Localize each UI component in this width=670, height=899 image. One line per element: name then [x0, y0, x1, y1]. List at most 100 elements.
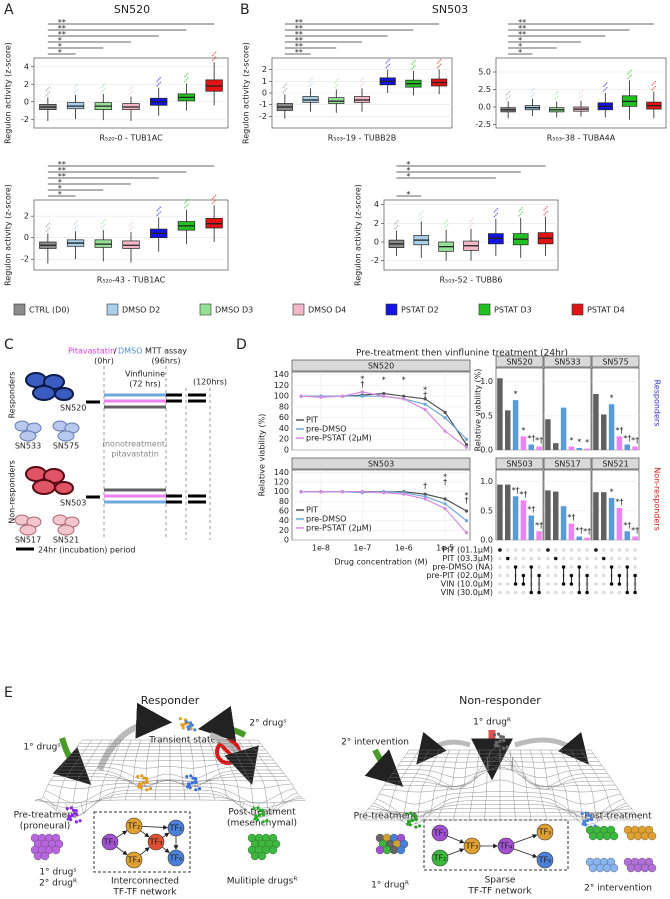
sig-label: ** [518, 18, 526, 27]
panel-name: SN517 [554, 460, 580, 469]
outlier [157, 208, 160, 210]
network-label: Interconnected [111, 877, 179, 887]
cell [408, 823, 412, 827]
outlier [386, 60, 389, 63]
bar [624, 444, 630, 450]
outlier [282, 86, 285, 89]
tf-edge [116, 830, 128, 838]
cell [640, 831, 650, 841]
period-label: 24hr (incubation) period [38, 546, 135, 555]
cell [502, 739, 506, 743]
outlier [185, 74, 188, 76]
tf-edge [139, 847, 150, 856]
legend-swatch [478, 303, 491, 316]
x-axis-label: R₅₀₃-38 - TUBA4A [547, 134, 616, 143]
tf-label: TF₆ [169, 854, 183, 863]
cell [258, 808, 262, 812]
cell [382, 845, 392, 855]
matrix-row-label: VIN (10.0μM) [441, 580, 493, 589]
time-label: (72 hrs) [129, 380, 161, 389]
group-label: Responders [653, 380, 662, 427]
mesh-line [189, 739, 201, 801]
panel-name: SN520 [368, 362, 394, 371]
outlier [507, 92, 509, 94]
bar [584, 537, 590, 540]
point [443, 497, 447, 501]
cell [194, 780, 198, 785]
tf-label: TF₃ [149, 838, 163, 847]
outlier [385, 62, 388, 64]
matrix-dot [569, 565, 574, 569]
bar [584, 448, 590, 450]
outlier [421, 210, 424, 213]
arrow [364, 748, 404, 787]
cell [65, 807, 69, 811]
outlier [581, 89, 584, 92]
sig-label: ** [518, 30, 526, 39]
bar [545, 419, 551, 450]
cell [250, 851, 260, 861]
matrix-row-label: pre-DMSO (NA) [432, 563, 493, 572]
bar [560, 407, 567, 450]
outlier [518, 210, 521, 212]
time-label: (120hrs) [193, 378, 227, 387]
bar [568, 523, 575, 540]
y-tick-label: 100 [274, 392, 289, 401]
sig-label: * [58, 184, 62, 193]
outlier [385, 66, 388, 69]
bar [593, 393, 599, 450]
sig-label: ** [295, 18, 303, 27]
cell [139, 785, 143, 790]
point [423, 497, 427, 501]
cell [148, 787, 153, 791]
outlier [285, 83, 288, 85]
outlier [156, 80, 159, 82]
outlier [128, 229, 131, 232]
point [299, 394, 303, 398]
point [402, 397, 406, 401]
cell [505, 745, 509, 749]
scenario-title: Responder [141, 694, 200, 707]
cell [496, 744, 500, 748]
mesh-line [179, 739, 186, 801]
matrix-dot [561, 556, 566, 561]
y-tick-label: 1 [262, 77, 267, 86]
outlier [48, 222, 51, 225]
plot-frame [291, 469, 471, 541]
point [464, 443, 469, 447]
outlier [418, 213, 421, 216]
outlier [420, 217, 423, 219]
outlier [211, 59, 214, 62]
outlier [100, 91, 103, 93]
mesh-line [520, 749, 532, 821]
matrix-dot [561, 548, 566, 552]
tf-node [536, 823, 554, 841]
tf-node [431, 824, 449, 842]
matrix-row-label: PIT (03.3μM) [442, 554, 493, 563]
outlier [185, 205, 188, 207]
tf-label: TF₅ [169, 824, 183, 833]
cell [74, 820, 78, 824]
point [382, 394, 386, 398]
outlier [102, 84, 105, 87]
panel-header [591, 355, 640, 368]
cell [586, 818, 590, 822]
outlier [602, 90, 605, 92]
y-axis-label: Regulon activity (z-score) [4, 184, 13, 286]
point [319, 395, 323, 399]
matrix-dot [594, 565, 598, 569]
outlier [74, 85, 77, 88]
point [402, 394, 406, 398]
outlier [543, 209, 545, 211]
sig-label: *† [535, 521, 543, 530]
bar [608, 498, 615, 540]
cell [252, 807, 256, 811]
cell [188, 785, 192, 790]
cell [66, 817, 70, 821]
outlier [397, 224, 399, 227]
tf-label: TF₂ [127, 822, 141, 831]
outlier [471, 218, 474, 220]
cell [187, 727, 191, 731]
outlier [187, 198, 189, 201]
